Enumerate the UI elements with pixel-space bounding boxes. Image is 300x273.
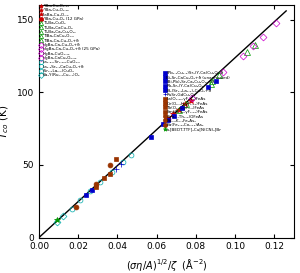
- Y-axis label: $T_{co}$ (K): $T_{co}$ (K): [0, 104, 11, 139]
- Legend: (Pb₀.₅Cu₀.₅)Sr₂(Y,Ca)Cu₂O₇-δ, Bi₂Sr₂CaCu₂O₈+δ (unannealed), (Bi,Pb)₂Sr₂Ca₂Cu₃O₁₀: (Pb₀.₅Cu₀.₅)Sr₂(Y,Ca)Cu₂O₇-δ, Bi₂Sr₂CaCu…: [163, 71, 231, 132]
- X-axis label: $(\sigma\eta/A)^{1/2}/\zeta$  ($\rm\AA^{-2}$): $(\sigma\eta/A)^{1/2}/\zeta$ ($\rm\AA^{-…: [126, 257, 207, 273]
